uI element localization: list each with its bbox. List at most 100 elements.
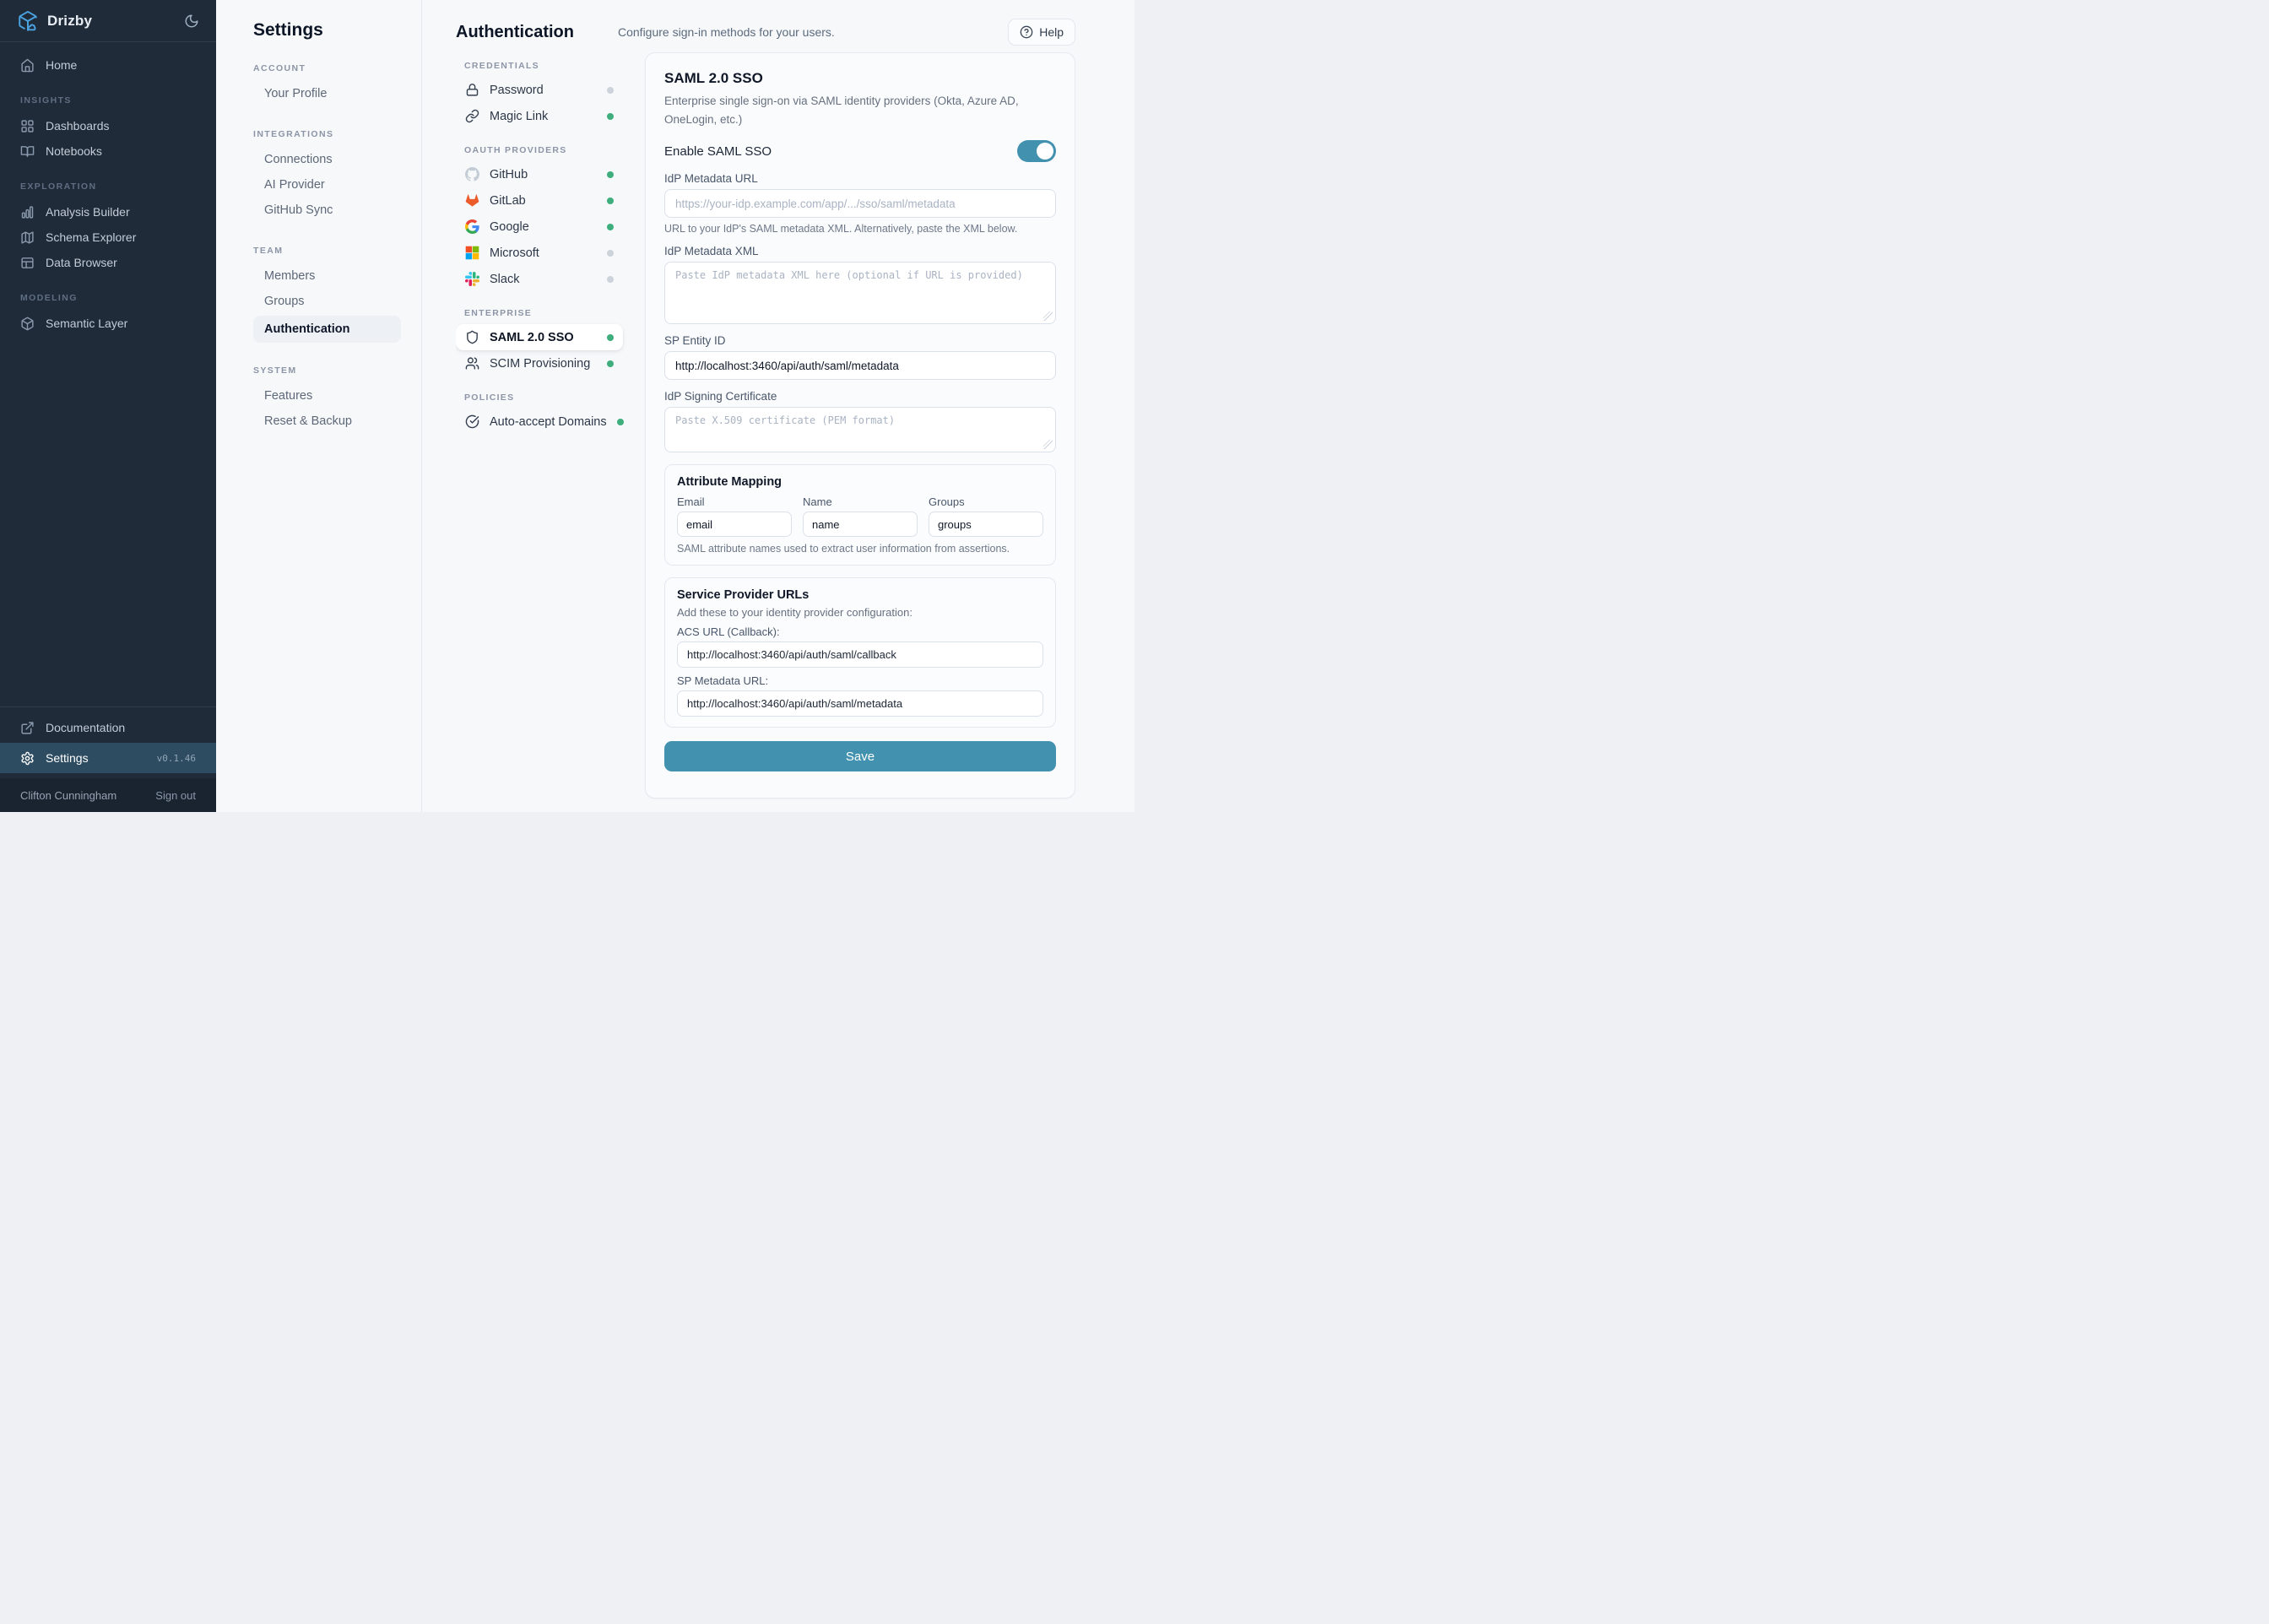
settings-item-groups[interactable]: Groups [264, 295, 305, 308]
sidebar-item-label: Dashboards [46, 119, 110, 133]
status-dot-disabled [607, 249, 614, 257]
attr-name-input[interactable] [803, 512, 918, 538]
sidebar-item-data-browser[interactable]: Data Browser [0, 250, 216, 275]
status-dot-disabled [607, 275, 614, 283]
sp-metadata-url-label: SP Metadata URL: [677, 674, 769, 688]
field-label: Name [803, 495, 832, 509]
field-label: SP Entity ID [664, 334, 726, 348]
sidebar-item-label: Data Browser [46, 256, 117, 269]
status-dot-enabled [607, 223, 614, 230]
shield-icon [465, 330, 479, 344]
lock-icon [465, 83, 479, 97]
table-icon [20, 256, 35, 270]
page-title: Authentication [456, 22, 574, 41]
settings-item-features[interactable]: Features [264, 389, 313, 403]
attribute-mapping-help: SAML attribute names used to extract use… [677, 543, 1010, 555]
theme-toggle-button[interactable] [184, 14, 199, 29]
app-version: v0.1.46 [156, 752, 196, 764]
rail-item-gitlab[interactable]: GitLab [456, 187, 623, 214]
enable-saml-row: Enable SAML SSO [664, 140, 1056, 163]
status-dot-disabled [607, 86, 614, 94]
bar-chart-icon [20, 205, 35, 219]
rail-item-github[interactable]: GitHub [456, 161, 623, 187]
sp-entity-id-input[interactable] [664, 351, 1056, 381]
attr-email-field: Email [677, 495, 792, 538]
sidebar-item-semantic-layer[interactable]: Semantic Layer [0, 311, 216, 336]
status-dot-enabled [607, 333, 614, 341]
settings-item-reset-backup[interactable]: Reset & Backup [264, 414, 352, 428]
settings-item-members[interactable]: Members [264, 269, 316, 283]
sidebar-item-label: Schema Explorer [46, 230, 137, 244]
sidebar-item-documentation[interactable]: Documentation [0, 712, 216, 743]
field-label: IdP Metadata URL [664, 172, 758, 186]
rail-section-enterprise: ENTERPRISE [464, 308, 533, 318]
rail-item-microsoft[interactable]: Microsoft [456, 240, 623, 266]
book-open-icon [20, 144, 35, 159]
sidebar-item-label: Analysis Builder [46, 205, 130, 219]
sidebar-section-insights: INSIGHTS [20, 95, 72, 106]
sidebar-item-dashboards[interactable]: Dashboards [0, 113, 216, 138]
rail-section-oauth: OAUTH PROVIDERS [464, 145, 567, 155]
sidebar-footer: Documentation Settings v0.1.46 Clifton C… [0, 706, 216, 812]
rail-section-credentials: CREDENTIALS [464, 61, 539, 71]
home-icon [20, 58, 35, 73]
settings-item-github-sync[interactable]: GitHub Sync [264, 203, 333, 217]
field-label: Groups [929, 495, 965, 509]
attr-groups-input[interactable] [929, 512, 1043, 538]
idp-signing-certificate-field: IdP Signing Certificate [664, 390, 1056, 453]
service-provider-urls-intro: Add these to your identity provider conf… [677, 606, 912, 620]
service-provider-urls-title: Service Provider URLs [677, 588, 810, 603]
service-provider-urls-card: Service Provider URLs Add these to your … [664, 577, 1056, 728]
sidebar: Drizby Home INSIGHTS Dashboards [0, 0, 216, 812]
sidebar-item-settings[interactable]: Settings v0.1.46 [0, 743, 216, 773]
attribute-mapping-title: Attribute Mapping [677, 475, 783, 490]
rail-item-slack[interactable]: Slack [456, 266, 623, 292]
settings-item-authentication[interactable]: Authentication [253, 316, 401, 343]
main-panel: Authentication Configure sign-in methods… [422, 0, 1134, 812]
acs-url-input[interactable] [677, 641, 1043, 669]
rail-item-google[interactable]: Google [456, 214, 623, 240]
idp-metadata-xml-field: IdP Metadata XML [664, 245, 1056, 325]
rail-item-magic-link[interactable]: Magic Link [456, 103, 623, 129]
users-icon [465, 356, 479, 371]
card-title: SAML 2.0 SSO [664, 70, 763, 86]
sidebar-item-label: Settings [46, 751, 89, 765]
rail-item-label: SCIM Provisioning [490, 356, 591, 371]
sign-out-button[interactable]: Sign out [155, 788, 196, 802]
rail-item-saml-sso[interactable]: SAML 2.0 SSO [456, 324, 623, 350]
toggle-knob [1037, 143, 1053, 160]
status-dot-enabled [607, 360, 614, 367]
microsoft-icon [465, 246, 479, 260]
status-dot-enabled [616, 418, 624, 425]
enable-saml-label: Enable SAML SSO [664, 143, 772, 159]
settings-item-connections[interactable]: Connections [264, 153, 333, 166]
settings-nav: Settings ACCOUNT Your Profile INTEGRATIO… [216, 0, 422, 812]
settings-item-your-profile[interactable]: Your Profile [264, 87, 328, 100]
idp-signing-certificate-textarea[interactable] [664, 407, 1056, 453]
settings-item-ai-provider[interactable]: AI Provider [264, 178, 325, 192]
idp-metadata-url-input[interactable] [664, 189, 1056, 219]
sidebar-item-notebooks[interactable]: Notebooks [0, 138, 216, 164]
sidebar-item-label: Notebooks [46, 144, 102, 158]
sidebar-section-exploration: EXPLORATION [20, 181, 97, 192]
sp-metadata-url-input[interactable] [677, 690, 1043, 717]
attr-groups-field: Groups [929, 495, 1043, 538]
settings-title: Settings [253, 20, 323, 40]
card-description: Enterprise single sign-on via SAML ident… [664, 95, 1019, 126]
idp-metadata-xml-textarea[interactable] [664, 262, 1056, 325]
sidebar-item-analysis-builder[interactable]: Analysis Builder [0, 199, 216, 225]
save-button[interactable]: Save [664, 741, 1056, 772]
rail-item-scim-provisioning[interactable]: SCIM Provisioning [456, 350, 623, 376]
rail-item-password[interactable]: Password [456, 77, 623, 103]
sidebar-item-label: Home [46, 58, 78, 72]
map-icon [20, 230, 35, 245]
settings-section-integrations: INTEGRATIONS [253, 129, 334, 139]
sidebar-item-home[interactable]: Home [0, 52, 216, 78]
cube-icon [20, 317, 35, 331]
rail-item-auto-accept-domains[interactable]: Auto-accept Domains [456, 409, 624, 435]
sidebar-item-schema-explorer[interactable]: Schema Explorer [0, 225, 216, 250]
moon-icon [184, 14, 199, 29]
attr-email-input[interactable] [677, 512, 792, 538]
enable-saml-toggle[interactable] [1017, 140, 1056, 163]
help-button[interactable]: Help [1008, 19, 1075, 46]
